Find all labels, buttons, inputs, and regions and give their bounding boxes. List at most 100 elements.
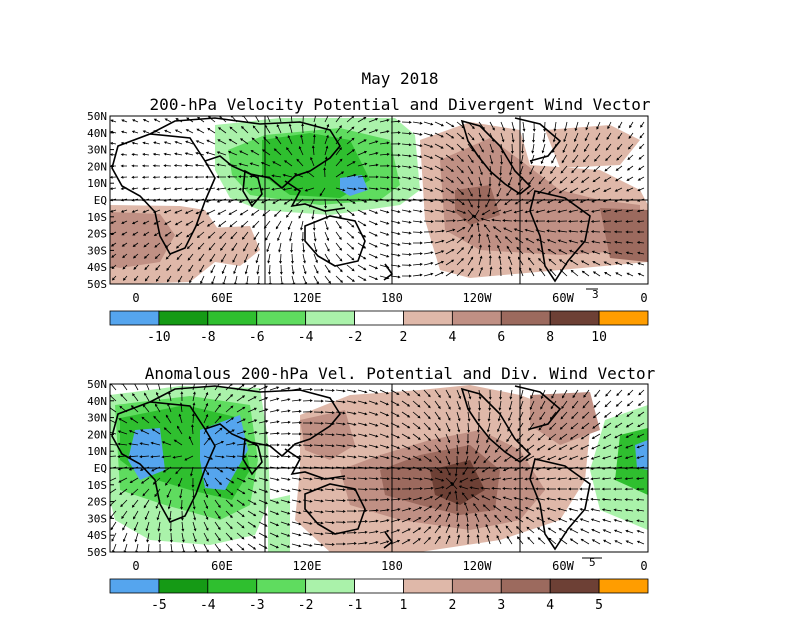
wind-vector <box>582 165 590 173</box>
wind-vector <box>525 455 535 461</box>
wind-vector <box>192 521 197 532</box>
lat-label: EQ <box>94 462 107 475</box>
wind-vector <box>546 209 557 213</box>
wind-vector <box>635 498 645 502</box>
wind-vector <box>423 455 432 462</box>
wind-vector <box>592 422 601 429</box>
wind-vector <box>625 529 634 534</box>
wind-vector <box>456 154 464 162</box>
wind-vector <box>132 119 139 123</box>
wind-vector <box>579 518 590 523</box>
wind-vector <box>139 442 150 446</box>
wind-vector <box>624 477 634 481</box>
wind-vector <box>144 510 150 520</box>
wind-vector <box>476 222 480 233</box>
wind-vector <box>324 253 331 263</box>
wind-vector <box>277 231 282 242</box>
wind-vector <box>252 125 260 134</box>
colorbar-swatch <box>354 310 404 326</box>
wind-vector <box>602 240 612 244</box>
wind-vector <box>456 523 460 534</box>
wind-vector <box>275 135 282 145</box>
wind-vector <box>473 503 480 512</box>
wind-vector <box>613 519 623 523</box>
wind-vector <box>146 384 150 391</box>
wind-vector <box>571 411 579 420</box>
wind-vector <box>551 154 557 164</box>
wind-vector <box>486 534 491 545</box>
wind-vector <box>192 543 197 552</box>
wind-vector <box>401 455 412 460</box>
wind-vector <box>184 152 194 156</box>
wind-vector <box>220 242 227 251</box>
wind-vector <box>423 121 434 126</box>
wind-vector <box>434 433 441 443</box>
wind-vector <box>505 525 513 534</box>
wind-vector <box>412 444 422 451</box>
wind-vector <box>324 220 329 231</box>
wind-vector <box>168 510 172 521</box>
wind-vector <box>324 389 335 392</box>
wind-vector <box>121 231 128 236</box>
wind-vector <box>423 400 431 409</box>
wind-vector <box>258 510 268 516</box>
wind-vector <box>291 264 295 275</box>
wind-vector <box>488 255 492 266</box>
wind-vector <box>606 132 612 140</box>
wind-vector <box>401 143 412 147</box>
wind-vector <box>582 400 590 409</box>
wind-vector <box>529 267 535 277</box>
wind-vector <box>269 543 279 549</box>
wind-vector <box>258 397 269 402</box>
wind-vector <box>120 175 128 179</box>
wind-vector <box>614 261 623 266</box>
wind-vector <box>346 400 357 404</box>
wind-vector <box>269 521 280 527</box>
wind-vector <box>368 455 379 459</box>
wind-vector <box>503 455 513 462</box>
wind-vector <box>313 410 324 414</box>
wind-vector <box>434 250 445 255</box>
wind-vector <box>513 487 524 491</box>
wind-vector <box>203 402 209 413</box>
wind-vector <box>131 209 139 213</box>
wind-vector <box>166 488 172 498</box>
wind-vector <box>603 261 612 266</box>
wind-vector <box>280 488 291 493</box>
wind-vector <box>291 409 302 413</box>
wind-vector <box>273 148 282 156</box>
wind-vector <box>174 152 183 156</box>
wind-vector <box>200 275 205 284</box>
wind-vector <box>184 209 194 214</box>
wind-vector <box>423 496 434 501</box>
wind-vector <box>546 477 557 481</box>
wind-vector <box>165 414 172 424</box>
wind-vector <box>229 126 238 134</box>
wind-vector <box>626 272 634 277</box>
colorbar-label: -1 <box>347 598 363 613</box>
wind-vector <box>379 164 390 168</box>
wind-vector <box>461 492 469 501</box>
wind-vector <box>496 187 502 197</box>
wind-vector <box>546 507 557 512</box>
wind-vector <box>141 164 150 168</box>
wind-vector <box>203 477 209 487</box>
wind-vector <box>624 508 634 512</box>
wind-vector <box>465 444 469 455</box>
wind-vector <box>110 209 117 213</box>
wind-vector <box>557 517 568 523</box>
wind-vector <box>225 442 236 446</box>
wind-vector <box>591 539 601 545</box>
wind-vector <box>280 499 291 504</box>
wind-vector <box>230 231 238 240</box>
wind-vector <box>412 176 423 181</box>
wind-vector <box>167 499 172 510</box>
wind-vector <box>480 477 491 482</box>
wind-vector <box>249 187 260 191</box>
wind-vector <box>546 497 557 501</box>
wind-vector <box>613 508 623 512</box>
wind-vector <box>324 543 335 546</box>
wind-vector <box>636 230 645 234</box>
panel2-vector-ref: 5 <box>589 556 596 569</box>
wind-vector <box>401 444 411 450</box>
